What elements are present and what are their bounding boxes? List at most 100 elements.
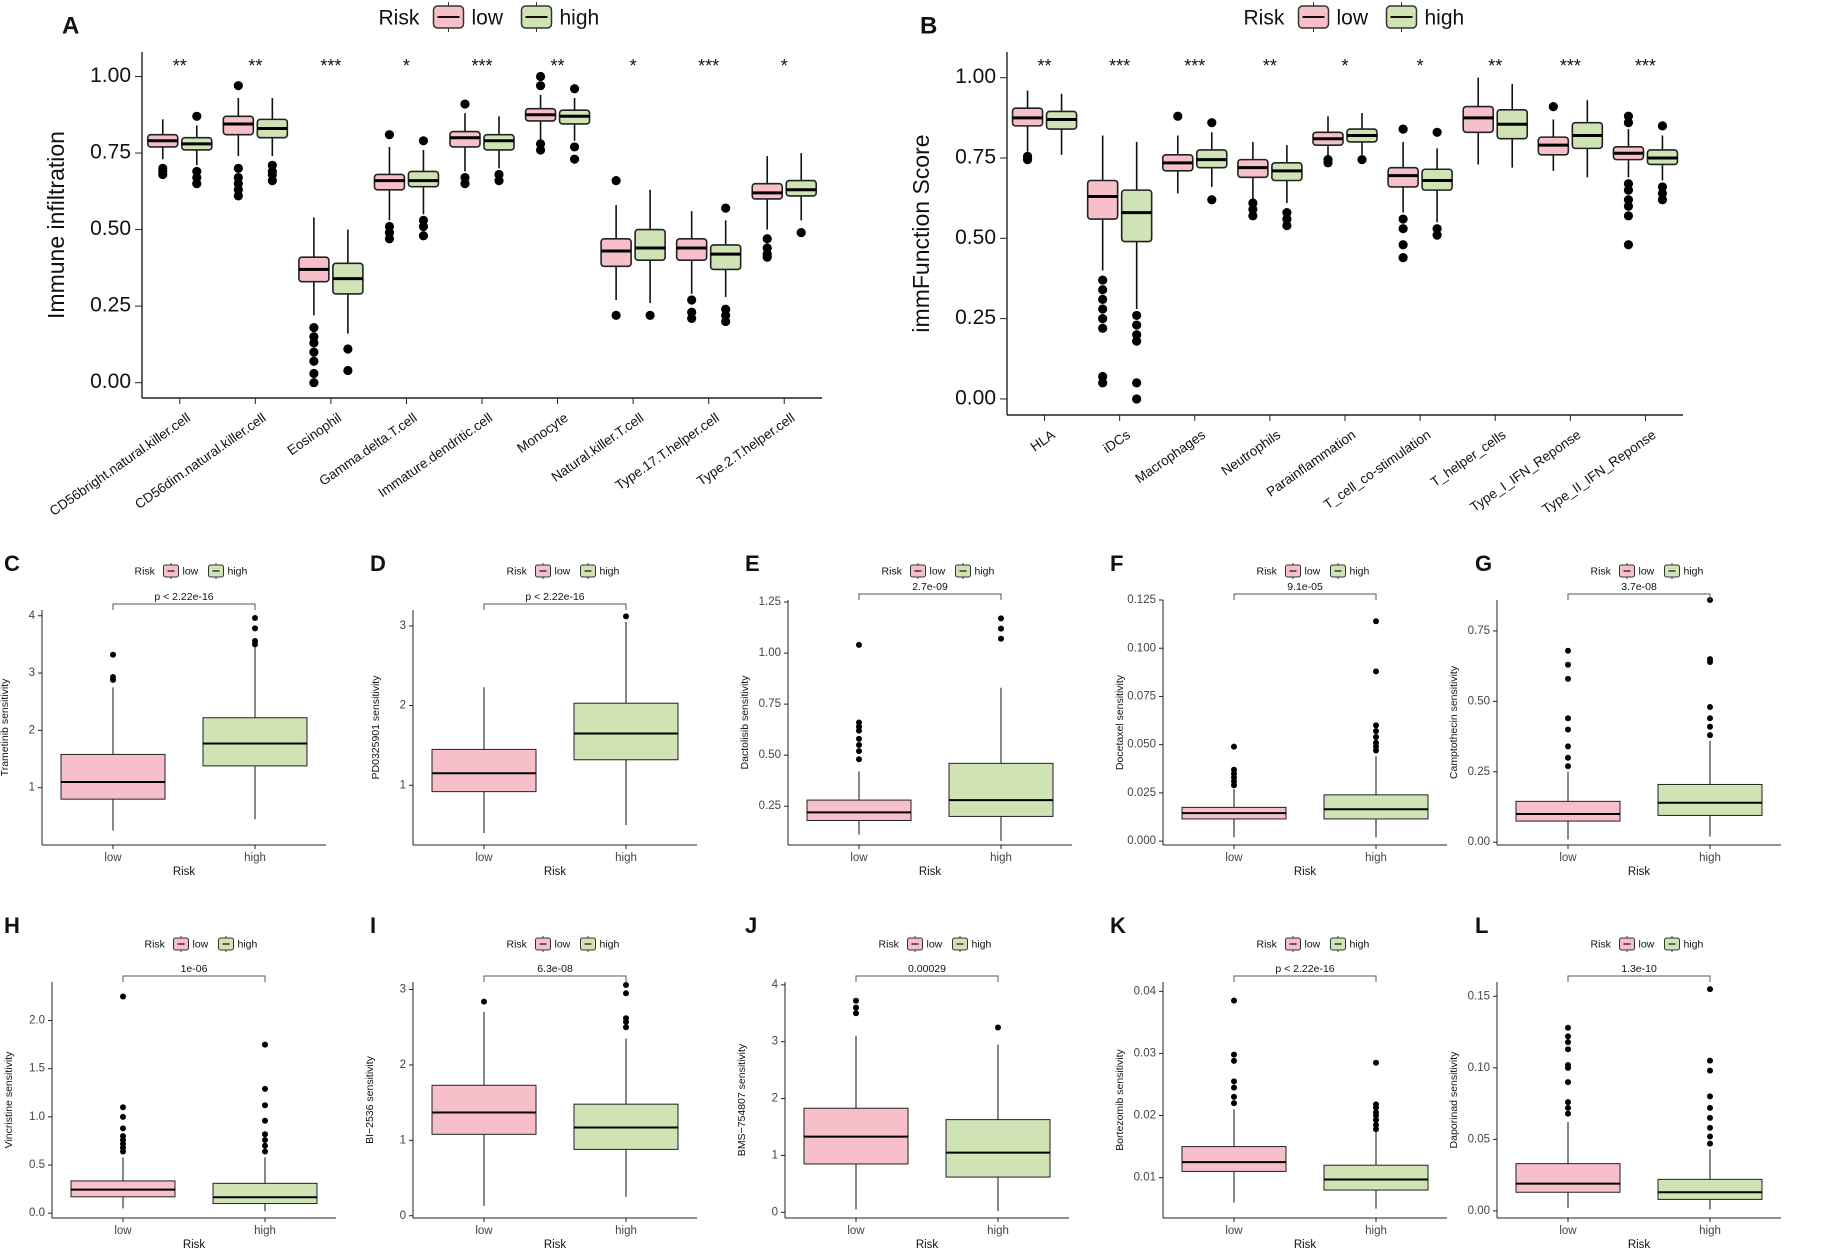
legend: Risk low high [1591,936,1704,952]
outlier-point [267,176,277,186]
outlier-point [110,676,116,683]
box-iqr [1181,1146,1287,1172]
panel-i: I Risk low high 0 1 2 3 BI−2536 sensitivity low hi… [364,913,697,1250]
x-axis-label: Risk [916,1239,939,1250]
p-value-label: p < 2.22e-16 [1275,963,1334,975]
legend-label-low: low [1337,6,1369,29]
outlier-point [252,615,258,622]
box-high [1323,618,1429,838]
outlier-point [998,635,1004,642]
panel-label: K [1110,913,1126,938]
significance-mark: ** [1263,56,1277,76]
legend-label-high: high [972,939,992,951]
legend: Risk low high [1244,2,1464,32]
legend-label-low: low [1305,566,1321,578]
legend-title: Risk [507,566,528,578]
box-high [1657,986,1763,1210]
y-tick-label: 1.0 [29,1111,45,1123]
box-high [1271,145,1303,231]
outlier-point [1707,732,1713,739]
y-tick-label: 3 [400,984,406,996]
outlier-point [1398,124,1408,134]
outlier-point [262,1117,268,1124]
bracket-line [483,975,627,982]
category-group: T_helper_cells ** [1428,56,1529,490]
box-iqr [1462,105,1495,134]
outlier-point [856,641,862,648]
box-low [222,81,255,201]
x-tick-label-high: high [254,1225,276,1237]
y-tick-label: 1 [400,1134,406,1146]
bracket-line [1567,593,1711,600]
box-iqr [373,173,406,191]
box-low [1181,743,1287,838]
outlier-point [1373,1126,1379,1133]
box-iqr [751,182,784,200]
panel-label: D [370,551,386,576]
outlier-point [1173,111,1183,121]
box-iqr [407,170,440,188]
y-tick-label: 4 [772,979,779,991]
outlier-point [1565,1110,1571,1117]
y-axis-label: PD0325901 sensitivity [370,675,382,780]
significance-mark: *** [1184,56,1205,76]
outlier-point [1098,304,1108,314]
legend-title: Risk [882,566,903,578]
x-tick-label-high: high [1699,1225,1721,1237]
panel-label: H [4,913,20,938]
legend-title: Risk [1257,939,1278,951]
legend-key-high: high [580,936,620,952]
box-low [675,211,708,323]
outlier-point [623,990,629,997]
outlier-point [343,344,353,354]
x-tick-label-high: high [615,1225,637,1237]
panel-k: K Risk low high 0.01 0.02 0.03 0.04 Bortezomib s… [1110,913,1447,1250]
outlier-point [1323,158,1333,168]
outlier-point [1231,1078,1237,1085]
outlier-point [1565,1024,1571,1031]
outlier-point [1707,1104,1713,1111]
legend-key-low: low [910,563,946,579]
outlier-point [262,1142,268,1149]
y-tick-label: 0.03 [1134,1047,1156,1059]
legend-key-high: high [218,936,258,952]
box-high [332,229,364,376]
box-iqr [573,702,679,761]
outlier-point [1231,743,1237,750]
significance-mark: ** [551,56,565,76]
panel-label: B [920,12,937,39]
panel-label: A [62,12,79,39]
y-tick-label: 2 [400,700,406,712]
box-high [202,615,308,820]
box-iqr [431,1084,537,1135]
outlier-point [762,252,772,262]
outlier-point [1398,240,1408,250]
x-tick-label: CD56dim.natural.killer.cell [132,410,268,512]
outlier-point [309,368,319,379]
significance-mark: * [1417,56,1424,76]
outlier-point [569,84,580,94]
y-tick-label: 3 [772,1036,778,1048]
outlier-point [1548,102,1558,112]
significance-bracket: 6.3e-08 [483,963,627,982]
box-low [1515,1024,1621,1208]
outlier-point [569,142,580,152]
outlier-point [460,179,470,189]
outlier-point [1707,658,1713,665]
outlier-point [1248,204,1258,215]
y-tick-label: 0.50 [1468,695,1490,707]
box-iqr [449,130,481,148]
x-tick-label-low: low [1225,852,1243,864]
outlier-point [418,136,429,146]
x-axis-label: Risk [544,1239,567,1250]
legend-title: Risk [1591,566,1612,578]
panel-label: C [4,551,20,576]
legend: Risk low high [507,936,620,952]
outlier-point [1231,1093,1237,1100]
box-high [212,1041,318,1212]
axes: 0.00 0.25 0.50 0.75 1.00 immFunction Score [908,52,1683,416]
outlier-point [1623,201,1634,211]
bracket-line [112,603,256,610]
legend-label-low: low [930,566,946,578]
x-tick-label: CD56bright.natural.killer.cell [47,410,193,519]
